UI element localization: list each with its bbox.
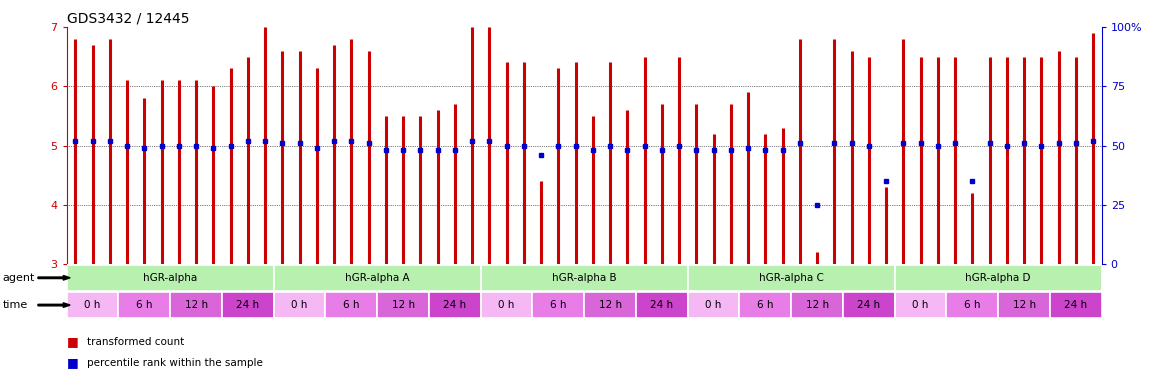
Bar	[481, 265, 688, 291]
Bar	[791, 292, 843, 318]
Text: time: time	[2, 300, 28, 310]
Text: ■: ■	[67, 335, 78, 348]
Text: 12 h: 12 h	[1012, 300, 1036, 310]
Bar	[946, 292, 998, 318]
Bar	[481, 292, 532, 318]
Bar	[688, 265, 895, 291]
Text: 0 h: 0 h	[912, 300, 929, 310]
Text: 12 h: 12 h	[805, 300, 829, 310]
Text: 24 h: 24 h	[1064, 300, 1088, 310]
Bar	[895, 292, 946, 318]
Bar	[636, 292, 688, 318]
Text: 0 h: 0 h	[84, 300, 101, 310]
Text: hGR-alpha D: hGR-alpha D	[966, 273, 1030, 283]
Bar	[843, 292, 895, 318]
Text: 12 h: 12 h	[598, 300, 622, 310]
Bar	[532, 292, 584, 318]
Text: hGR-alpha B: hGR-alpha B	[552, 273, 616, 283]
Text: 24 h: 24 h	[443, 300, 467, 310]
Text: hGR-alpha: hGR-alpha	[143, 273, 198, 283]
Text: transformed count: transformed count	[87, 337, 185, 347]
Text: 12 h: 12 h	[391, 300, 415, 310]
Text: 24 h: 24 h	[650, 300, 674, 310]
Text: GDS3432 / 12445: GDS3432 / 12445	[67, 12, 190, 26]
Bar	[584, 292, 636, 318]
Bar	[67, 265, 274, 291]
Text: 6 h: 6 h	[550, 300, 567, 310]
Text: 0 h: 0 h	[705, 300, 722, 310]
Bar	[998, 292, 1050, 318]
Bar	[67, 292, 118, 318]
Text: 12 h: 12 h	[184, 300, 208, 310]
Text: hGR-alpha A: hGR-alpha A	[345, 273, 409, 283]
Text: 0 h: 0 h	[498, 300, 515, 310]
Text: 6 h: 6 h	[136, 300, 153, 310]
Bar	[739, 292, 791, 318]
Bar	[1050, 292, 1102, 318]
Text: 24 h: 24 h	[236, 300, 260, 310]
Text: ■: ■	[67, 356, 78, 369]
Text: percentile rank within the sample: percentile rank within the sample	[87, 358, 263, 368]
Bar	[274, 265, 481, 291]
Text: hGR-alpha C: hGR-alpha C	[759, 273, 823, 283]
Text: 24 h: 24 h	[857, 300, 881, 310]
Bar	[118, 292, 170, 318]
Text: 0 h: 0 h	[291, 300, 308, 310]
Text: 6 h: 6 h	[964, 300, 981, 310]
Text: 6 h: 6 h	[757, 300, 774, 310]
Bar	[688, 292, 739, 318]
Bar	[222, 292, 274, 318]
Text: 6 h: 6 h	[343, 300, 360, 310]
Bar	[377, 292, 429, 318]
Bar	[274, 292, 325, 318]
Bar	[895, 265, 1102, 291]
Bar	[429, 292, 481, 318]
Bar	[170, 292, 222, 318]
Text: agent: agent	[2, 273, 34, 283]
Bar	[325, 292, 377, 318]
